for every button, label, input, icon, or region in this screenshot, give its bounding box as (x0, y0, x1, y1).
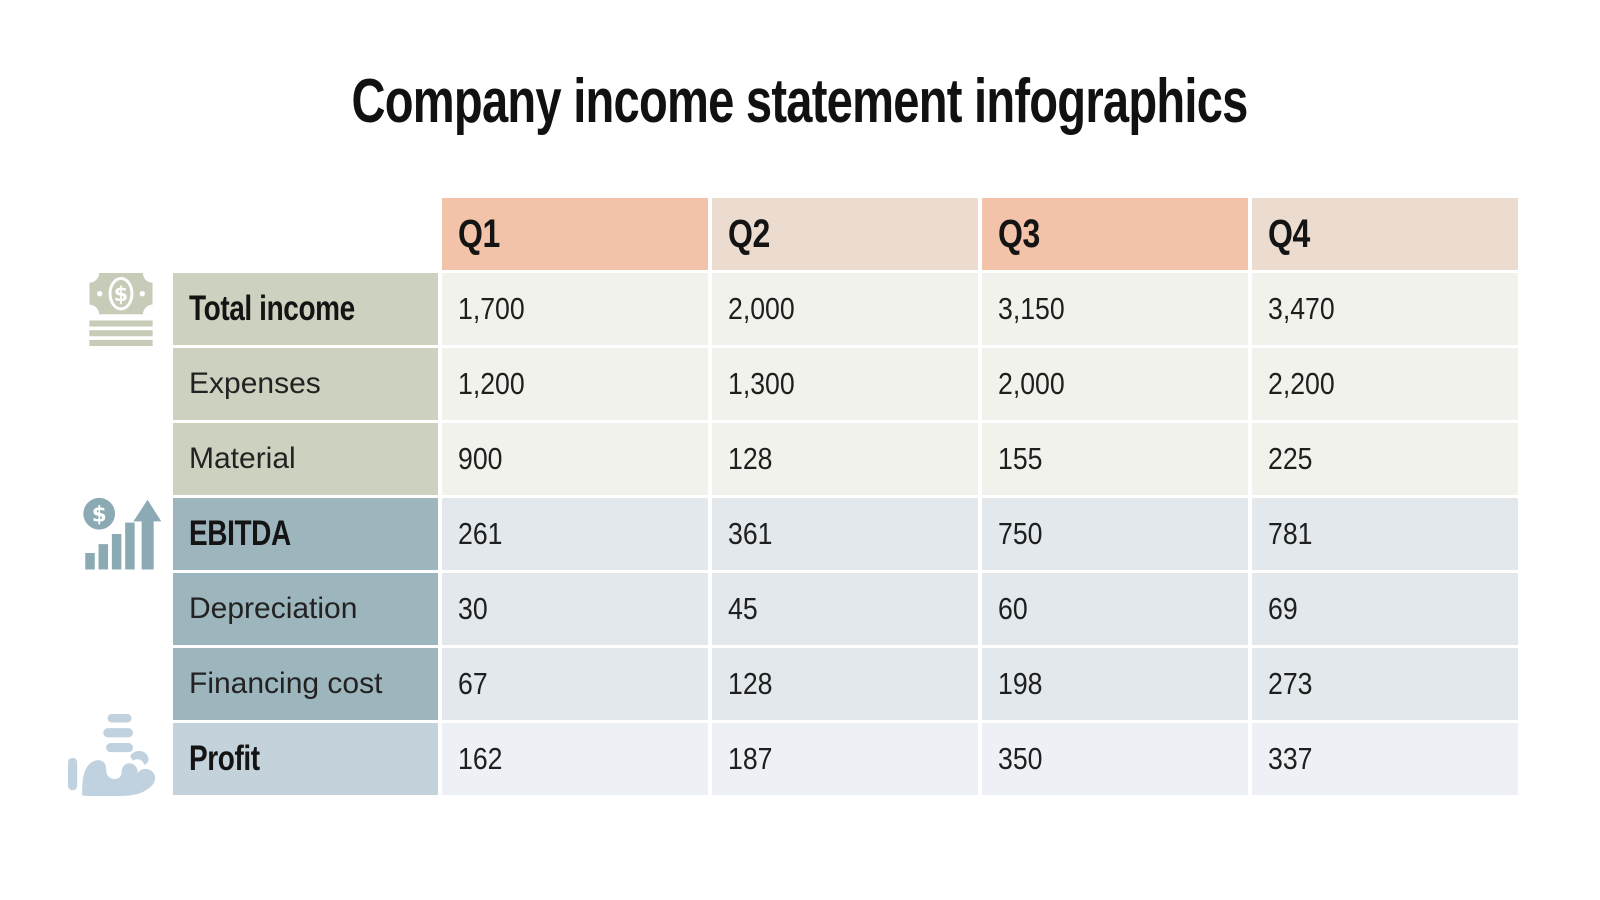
page-title-text: Company income statement infographics (351, 67, 1249, 136)
table-cell: 3,150 (982, 273, 1248, 345)
row-label-depreciation: Depreciation (173, 573, 438, 645)
table-cell: 128 (712, 423, 978, 495)
hand-receiving-money-icon (68, 714, 164, 801)
table-cell: 155 (982, 423, 1248, 495)
table-cell: 361 (712, 498, 978, 570)
table-cell: 128 (712, 648, 978, 720)
row-label-text: EBITDA (189, 514, 291, 553)
row-label-text: Depreciation (189, 592, 358, 625)
table-cell: 67 (442, 648, 708, 720)
table-cell: 2,200 (1252, 348, 1518, 420)
income-statement-table: Q1 Q2 Q3 Q4 Total income 1,700 2,000 3,1… (173, 198, 1518, 795)
page-title: Company income statement infographics (0, 66, 1600, 137)
table-cell: 30 (442, 573, 708, 645)
row-label-total-income: Total income (173, 273, 438, 345)
table-cell: 187 (712, 723, 978, 795)
column-header-q4: Q4 (1252, 198, 1518, 270)
table-cell: 69 (1252, 573, 1518, 645)
column-header-label: Q2 (728, 211, 770, 256)
row-label-material: Material (173, 423, 438, 495)
row-label-text: Material (189, 442, 296, 475)
row-label-profit: Profit (173, 723, 438, 795)
table-cell: 162 (442, 723, 708, 795)
row-label-text: Total income (189, 289, 355, 328)
table-cell: 2,000 (712, 273, 978, 345)
column-header-label: Q4 (1268, 211, 1310, 256)
row-label-ebitda: EBITDA (173, 498, 438, 570)
column-header-q2: Q2 (712, 198, 978, 270)
svg-text:$: $ (114, 282, 128, 306)
table-cell: 1,200 (442, 348, 708, 420)
table-cell: 225 (1252, 423, 1518, 495)
table-cell: 337 (1252, 723, 1518, 795)
row-label-expenses: Expenses (173, 348, 438, 420)
table-cell: 261 (442, 498, 708, 570)
row-label-text: Profit (189, 739, 260, 778)
dollar-growth-chart-icon: $ (80, 496, 164, 577)
table-cell: 350 (982, 723, 1248, 795)
table-cell: 45 (712, 573, 978, 645)
row-label-text: Financing cost (189, 667, 383, 700)
column-header-label: Q1 (458, 211, 500, 256)
svg-text:$: $ (92, 502, 107, 527)
table-cell: 750 (982, 498, 1248, 570)
row-label-financing-cost: Financing cost (173, 648, 438, 720)
table-cell: 198 (982, 648, 1248, 720)
table-cell: 900 (442, 423, 708, 495)
column-header-q3: Q3 (982, 198, 1248, 270)
table-cell: 1,300 (712, 348, 978, 420)
table-cell: 60 (982, 573, 1248, 645)
table-cell: 273 (1252, 648, 1518, 720)
table-corner-spacer (173, 198, 438, 270)
table-cell: 2,000 (982, 348, 1248, 420)
table-cell: 781 (1252, 498, 1518, 570)
column-header-label: Q3 (998, 211, 1040, 256)
table-cell: 3,470 (1252, 273, 1518, 345)
cash-stack-icon: $ (82, 273, 160, 351)
table-cell: 1,700 (442, 273, 708, 345)
column-header-q1: Q1 (442, 198, 708, 270)
row-label-text: Expenses (189, 367, 321, 400)
